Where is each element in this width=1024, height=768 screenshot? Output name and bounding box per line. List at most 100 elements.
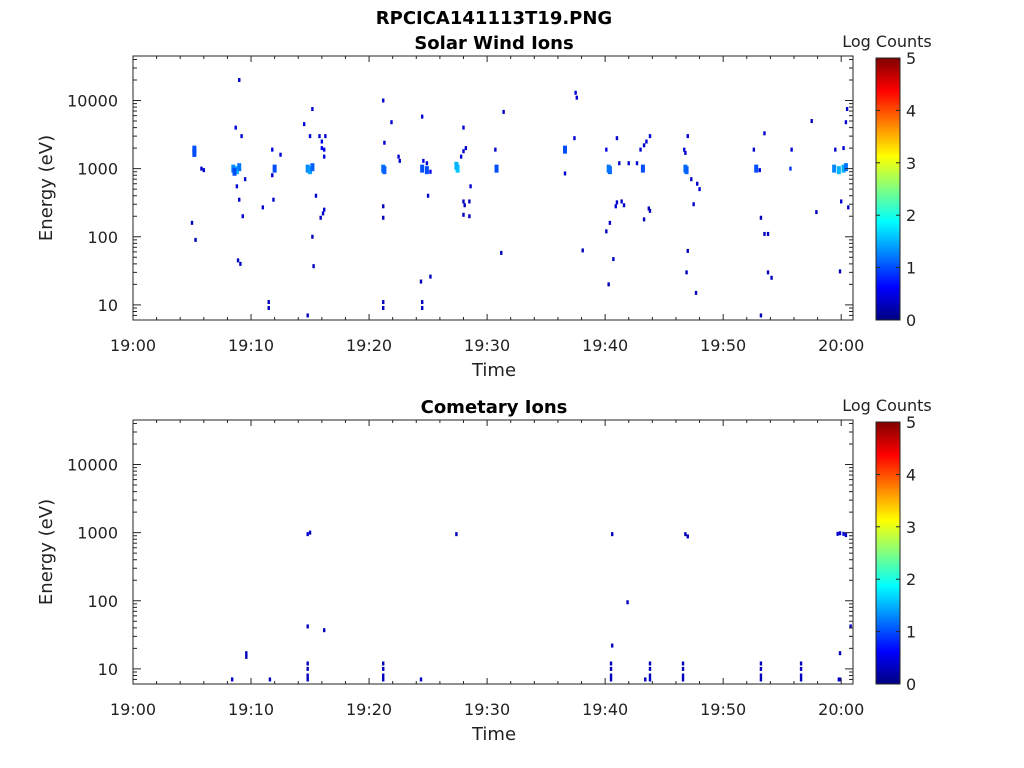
data-cell bbox=[692, 202, 695, 207]
data-cell bbox=[759, 673, 763, 678]
data-cell bbox=[635, 161, 639, 166]
data-cell bbox=[611, 643, 614, 648]
data-cell bbox=[267, 300, 270, 305]
data-cell bbox=[494, 164, 499, 173]
data-cell bbox=[383, 140, 386, 145]
colorbar-tick-label: 3 bbox=[906, 518, 916, 537]
data-cell bbox=[844, 120, 848, 125]
data-cell bbox=[267, 306, 270, 311]
data-cell bbox=[575, 95, 579, 100]
data-cell bbox=[836, 166, 841, 175]
data-cell bbox=[500, 250, 503, 255]
data-cell bbox=[425, 161, 429, 166]
data-cell bbox=[615, 200, 619, 205]
data-cell bbox=[686, 248, 689, 253]
data-cell bbox=[319, 215, 322, 220]
x-tick-label: 20:00 bbox=[818, 700, 864, 719]
data-cell bbox=[382, 215, 385, 220]
data-cell bbox=[240, 134, 243, 139]
data-cell bbox=[686, 534, 689, 539]
data-cell bbox=[382, 677, 385, 682]
data-cell bbox=[844, 533, 848, 538]
data-cell bbox=[238, 77, 241, 82]
data-cell bbox=[763, 231, 766, 236]
data-cell bbox=[245, 651, 248, 656]
x-tick-label: 19:10 bbox=[228, 336, 274, 355]
data-cell bbox=[306, 673, 309, 678]
data-cell bbox=[574, 90, 577, 95]
data-cell bbox=[754, 164, 759, 173]
colorbar-tick-label: 0 bbox=[906, 675, 916, 694]
data-cell bbox=[759, 661, 763, 666]
figure-title: RPCICA141113T19.PNG bbox=[376, 8, 612, 29]
data-cell bbox=[752, 147, 756, 152]
data-cell bbox=[272, 164, 277, 173]
colorbar bbox=[875, 57, 901, 321]
data-cell bbox=[308, 134, 312, 139]
data-cell bbox=[469, 184, 472, 189]
data-cell bbox=[420, 164, 425, 173]
data-cell bbox=[192, 148, 197, 157]
data-cell bbox=[642, 217, 646, 222]
data-cell bbox=[424, 166, 429, 175]
data-cell bbox=[241, 214, 244, 219]
data-cell bbox=[323, 628, 326, 633]
data-cell bbox=[321, 211, 325, 216]
data-cell bbox=[279, 152, 282, 157]
data-cell bbox=[261, 205, 265, 210]
data-cell bbox=[462, 125, 465, 130]
data-cell bbox=[605, 147, 608, 152]
panel-title: Cometary Ions bbox=[421, 397, 568, 418]
data-cell bbox=[459, 154, 463, 159]
data-cell bbox=[681, 677, 685, 682]
data-cell bbox=[609, 677, 613, 682]
colorbar-tick-label: 4 bbox=[906, 465, 916, 484]
data-cell bbox=[234, 125, 237, 130]
data-cell bbox=[615, 136, 619, 141]
data-cell bbox=[845, 107, 849, 112]
data-cell bbox=[815, 210, 818, 215]
data-cell bbox=[834, 147, 837, 152]
data-cell bbox=[306, 677, 309, 682]
data-cell bbox=[581, 248, 584, 253]
data-cell bbox=[390, 120, 393, 125]
data-cell bbox=[648, 208, 652, 213]
data-cell bbox=[759, 215, 763, 220]
data-cell bbox=[686, 134, 689, 139]
plot-area bbox=[132, 419, 854, 685]
data-cell bbox=[849, 624, 852, 629]
data-cell bbox=[608, 220, 612, 225]
data-cell bbox=[311, 234, 314, 239]
y-tick-label: 10 bbox=[98, 660, 118, 679]
data-cell bbox=[306, 313, 309, 318]
x-tick-label: 19:10 bbox=[228, 700, 274, 719]
data-cell bbox=[311, 107, 314, 112]
colorbar-tick-label: 2 bbox=[906, 570, 916, 589]
data-cell bbox=[468, 199, 471, 204]
data-cell bbox=[468, 214, 471, 219]
x-tick-label: 19:00 bbox=[110, 700, 156, 719]
data-cell bbox=[419, 677, 423, 682]
data-cell bbox=[382, 673, 385, 678]
data-cell bbox=[464, 146, 468, 151]
data-cell bbox=[382, 166, 387, 175]
data-cell bbox=[455, 532, 458, 537]
data-cell bbox=[382, 98, 385, 103]
data-cell bbox=[832, 164, 837, 173]
y-tick-label: 100 bbox=[87, 592, 118, 611]
data-cell bbox=[462, 199, 465, 204]
data-cell bbox=[789, 166, 792, 171]
data-cell bbox=[463, 203, 466, 208]
x-tick-label: 19:40 bbox=[582, 336, 628, 355]
data-cell bbox=[234, 166, 239, 175]
data-cell bbox=[770, 275, 773, 280]
solar-wind-ions-panel: 19:00 19:10 19:20 19:30 19:40 19:50 20:0010100… bbox=[36, 32, 932, 381]
data-cell bbox=[605, 229, 608, 234]
data-cell bbox=[382, 204, 385, 209]
x-tick-label: 20:00 bbox=[818, 336, 864, 355]
data-cell bbox=[318, 134, 321, 139]
data-cell bbox=[640, 164, 645, 173]
data-cell bbox=[310, 163, 315, 172]
data-cell bbox=[573, 136, 576, 141]
data-cell bbox=[200, 166, 203, 171]
